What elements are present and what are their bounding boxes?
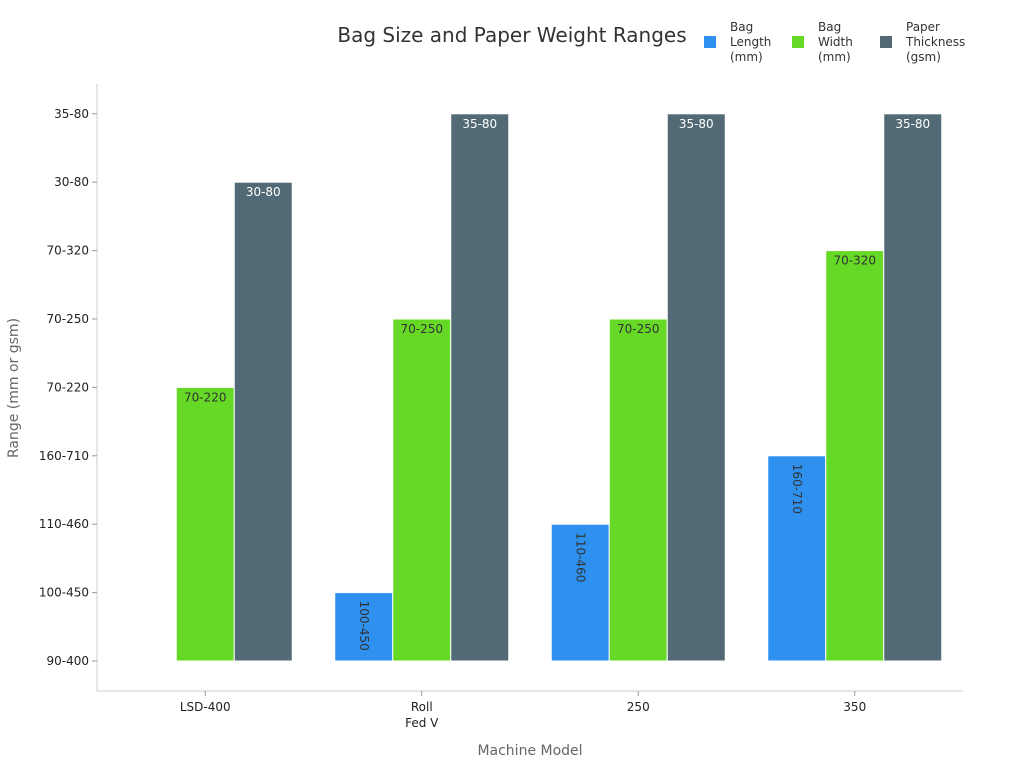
legend-swatch (792, 36, 804, 48)
bar (450, 113, 510, 662)
y-tick-label: 35-80 (54, 107, 89, 121)
bar-value-label: 35-80 (895, 117, 930, 131)
bar-value-label: 30-80 (246, 185, 281, 199)
y-tick-label: 70-250 (46, 312, 89, 326)
bar (825, 250, 885, 662)
legend-label: Paper Thickness (gsm) (905, 20, 965, 64)
bar (233, 181, 293, 662)
bar-value-label: 70-250 (617, 322, 660, 336)
bar (666, 113, 726, 662)
y-tick-label: 90-400 (46, 654, 89, 668)
y-tick-label: 110-460 (39, 517, 89, 531)
y-tick-label: 70-320 (46, 244, 89, 258)
bar-value-label: 70-220 (184, 390, 227, 404)
bar-value-label: 100-450 (357, 601, 371, 651)
y-axis-label: Range (mm or gsm) (6, 318, 22, 458)
x-tick-label: LSD-400 (180, 700, 231, 714)
bar (883, 113, 943, 662)
y-tick-label: 100-450 (39, 586, 89, 600)
bar-value-label: 35-80 (462, 117, 497, 131)
x-tick-label: 250 (627, 700, 650, 714)
bar (392, 318, 452, 662)
bar (608, 318, 668, 662)
chart-title: Bag Size and Paper Weight Ranges (337, 23, 686, 47)
y-tick-label: 30-80 (54, 175, 89, 189)
x-tick-label: 350 (843, 700, 866, 714)
bar-value-label: 110-460 (573, 532, 587, 582)
legend-swatch (704, 36, 716, 48)
bar-value-label: 35-80 (679, 117, 714, 131)
x-axis-label: Machine Model (477, 743, 582, 759)
legend-label: Bag Length (mm) (730, 20, 771, 64)
bar (334, 592, 394, 662)
bar (767, 455, 827, 662)
bar-value-label: 160-710 (790, 464, 804, 514)
legend-label: Bag Width (mm) (818, 20, 853, 64)
legend-swatch (880, 36, 892, 48)
y-tick-label: 70-220 (46, 380, 89, 394)
bar-value-label: 70-320 (833, 254, 876, 268)
bar-value-label: 70-250 (400, 322, 443, 336)
x-tick-label: Roll Fed V (405, 700, 439, 730)
y-tick-label: 160-710 (39, 449, 89, 463)
bar (175, 386, 235, 662)
